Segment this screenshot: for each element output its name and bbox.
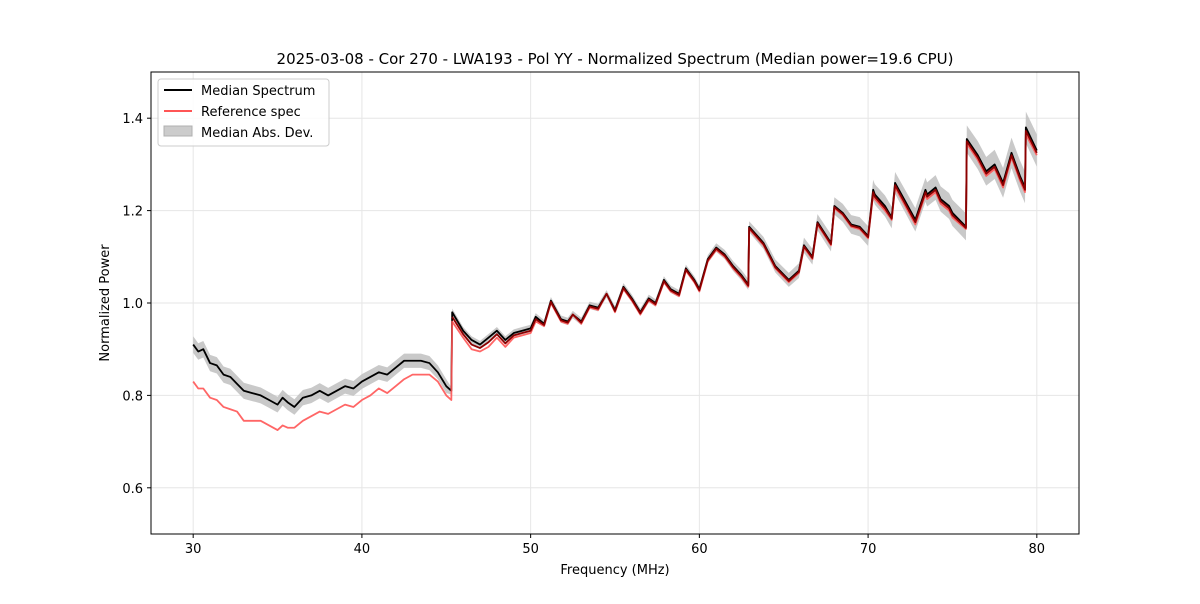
series-median-spectrum bbox=[192, 126, 1038, 408]
legend-box bbox=[157, 78, 330, 147]
series-overlap bbox=[451, 130, 1038, 349]
series-layer bbox=[192, 126, 1038, 431]
legend-label-reference: Reference spec bbox=[201, 105, 301, 120]
x-tick-label: 60 bbox=[691, 542, 708, 557]
x-tick-label: 70 bbox=[860, 542, 877, 557]
y-tick-label: 1.4 bbox=[122, 112, 143, 127]
x-tick-label: 50 bbox=[522, 542, 539, 557]
mad-band-layer bbox=[193, 111, 1037, 415]
legend: Median Spectrum Reference spec Median Ab… bbox=[157, 78, 330, 147]
x-axis-label: Frequency (MHz) bbox=[560, 563, 669, 578]
legend-label-mad: Median Abs. Dev. bbox=[201, 126, 313, 141]
x-tick-label: 30 bbox=[185, 542, 202, 557]
y-axis-label: Normalized Power bbox=[98, 244, 113, 362]
y-tick-label: 1.0 bbox=[122, 297, 143, 312]
y-tick-label: 0.8 bbox=[122, 389, 143, 404]
chart-title: 2025-03-08 - Cor 270 - LWA193 - Pol YY -… bbox=[277, 50, 954, 68]
legend-label-median: Median Spectrum bbox=[201, 84, 315, 99]
x-axis-ticks: 30 40 50 60 70 80 bbox=[185, 534, 1045, 557]
y-axis-ticks: 0.6 0.8 1.0 1.2 1.4 bbox=[122, 112, 151, 497]
x-tick-label: 40 bbox=[354, 542, 371, 557]
mad-band bbox=[193, 111, 1037, 415]
series-reference-spec bbox=[192, 133, 1038, 431]
y-tick-label: 1.2 bbox=[122, 205, 143, 220]
y-tick-label: 0.6 bbox=[122, 482, 143, 497]
x-tick-label: 80 bbox=[1029, 542, 1046, 557]
legend-swatch-mad bbox=[163, 125, 193, 137]
